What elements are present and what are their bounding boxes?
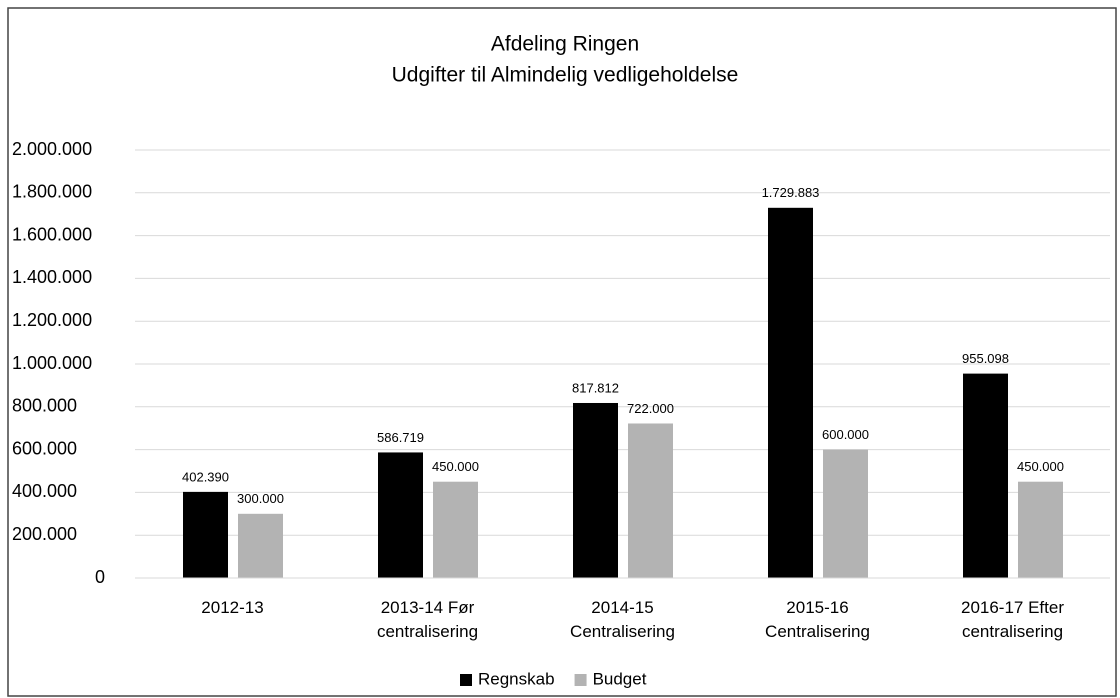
x-tick-label: 2014-15 Centralisering <box>570 598 675 641</box>
x-tick-label: 2013-14 Før centralisering <box>376 598 479 641</box>
x-tick-label: 2016-17 Efter centralisering <box>960 598 1064 641</box>
data-label: 586.719 <box>377 430 424 445</box>
legend-swatch <box>460 674 472 686</box>
y-tick-label: 800.000 <box>12 396 77 416</box>
bar <box>768 207 813 578</box>
chart-title: Afdeling Ringen <box>491 33 639 56</box>
legend-label: Budget <box>593 669 647 688</box>
y-tick-label: 1.600.000 <box>12 224 92 244</box>
y-tick-label: 0 <box>95 567 105 587</box>
bar <box>238 513 283 578</box>
legend-swatch <box>574 674 587 686</box>
bar <box>628 423 673 578</box>
data-label: 817.812 <box>572 380 619 395</box>
data-label: 600.000 <box>822 427 869 442</box>
data-label: 722.000 <box>627 401 674 416</box>
y-tick-label: 600.000 <box>12 438 77 458</box>
y-tick-label: 1.200.000 <box>12 310 92 330</box>
y-tick-label: 1.400.000 <box>12 267 92 287</box>
y-tick-label: 1.000.000 <box>12 353 92 373</box>
bar <box>963 373 1008 578</box>
bar <box>823 449 868 578</box>
bar <box>433 481 478 578</box>
bar <box>573 402 618 578</box>
data-label: 402.390 <box>182 469 229 484</box>
x-tick-label: 2015-16 Centralisering <box>765 598 870 641</box>
data-label: 450.000 <box>1017 459 1064 474</box>
legend-label: Regnskab <box>478 669 555 688</box>
data-label: 1.729.883 <box>762 185 820 200</box>
data-label: 450.000 <box>432 459 479 474</box>
data-label: 955.098 <box>962 351 1009 366</box>
y-tick-label: 1.800.000 <box>12 182 92 202</box>
x-tick-label: 2012-13 <box>201 598 264 617</box>
data-label: 300.000 <box>237 491 284 506</box>
y-tick-label: 400.000 <box>12 481 77 501</box>
bar <box>378 452 423 578</box>
y-tick-label: 200.000 <box>12 524 77 544</box>
frame <box>7 7 1117 697</box>
chart-subtitle: Udgifter til Almindelig vedligeholdelse <box>392 64 739 87</box>
y-tick-label: 2.000.000 <box>12 139 92 159</box>
bar <box>1018 481 1063 578</box>
bar <box>183 491 228 578</box>
